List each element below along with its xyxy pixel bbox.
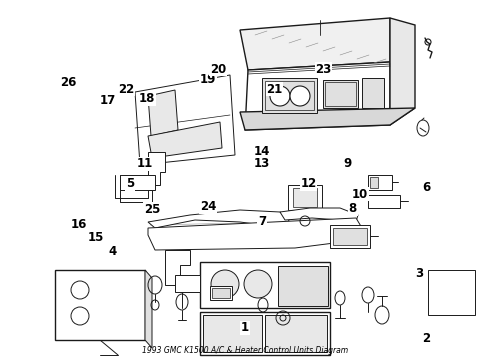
Polygon shape: [280, 208, 358, 225]
Polygon shape: [120, 175, 155, 190]
Text: 2: 2: [422, 332, 430, 345]
Text: 1: 1: [241, 321, 249, 334]
Text: 16: 16: [70, 219, 87, 231]
Polygon shape: [330, 225, 370, 248]
Polygon shape: [293, 188, 317, 207]
Polygon shape: [288, 185, 322, 210]
Polygon shape: [148, 210, 290, 228]
Bar: [325, 82, 356, 106]
Polygon shape: [148, 122, 222, 158]
Polygon shape: [165, 250, 190, 285]
Polygon shape: [200, 262, 330, 308]
Text: 8: 8: [349, 202, 357, 215]
Polygon shape: [55, 270, 145, 340]
Polygon shape: [148, 90, 178, 136]
Polygon shape: [212, 288, 230, 298]
Polygon shape: [200, 312, 330, 355]
Polygon shape: [145, 270, 152, 348]
Circle shape: [244, 270, 272, 298]
Polygon shape: [370, 177, 378, 188]
Text: 4: 4: [109, 246, 117, 258]
Text: 17: 17: [99, 94, 116, 107]
Text: 20: 20: [210, 63, 226, 76]
Polygon shape: [278, 266, 328, 306]
Circle shape: [211, 270, 239, 298]
Circle shape: [270, 86, 290, 106]
Polygon shape: [368, 195, 400, 208]
Polygon shape: [203, 315, 262, 352]
Bar: [262, 78, 317, 113]
Text: 12: 12: [300, 177, 317, 190]
Polygon shape: [148, 218, 362, 250]
Polygon shape: [390, 18, 415, 125]
Text: 9: 9: [344, 157, 352, 170]
Text: 5: 5: [126, 177, 134, 190]
Text: 19: 19: [200, 73, 217, 86]
Text: 22: 22: [118, 83, 135, 96]
Text: 1993 GMC K1500 A/C & Heater Control Units Diagram: 1993 GMC K1500 A/C & Heater Control Unit…: [142, 346, 348, 355]
Text: 24: 24: [200, 201, 217, 213]
Text: 11: 11: [136, 157, 153, 170]
Bar: [362, 78, 384, 108]
Polygon shape: [368, 175, 392, 190]
Polygon shape: [240, 18, 390, 70]
Polygon shape: [428, 270, 475, 315]
Polygon shape: [245, 62, 390, 130]
Polygon shape: [175, 275, 200, 292]
Polygon shape: [265, 315, 327, 352]
Polygon shape: [240, 108, 415, 130]
Circle shape: [290, 86, 310, 106]
Text: 18: 18: [139, 93, 155, 105]
Polygon shape: [210, 286, 232, 300]
Polygon shape: [135, 75, 235, 165]
Text: 25: 25: [144, 203, 160, 216]
Polygon shape: [333, 228, 367, 245]
Text: 23: 23: [315, 63, 332, 76]
Bar: [265, 81, 314, 110]
Bar: [323, 80, 358, 108]
Text: 7: 7: [258, 215, 266, 228]
Text: 21: 21: [266, 83, 283, 96]
Text: 6: 6: [422, 181, 430, 194]
Text: 26: 26: [60, 76, 77, 89]
Text: 3: 3: [415, 267, 423, 280]
Text: 15: 15: [87, 231, 104, 244]
Text: 13: 13: [254, 157, 270, 170]
Polygon shape: [148, 152, 165, 185]
Text: 10: 10: [352, 188, 368, 201]
Text: 14: 14: [254, 145, 270, 158]
